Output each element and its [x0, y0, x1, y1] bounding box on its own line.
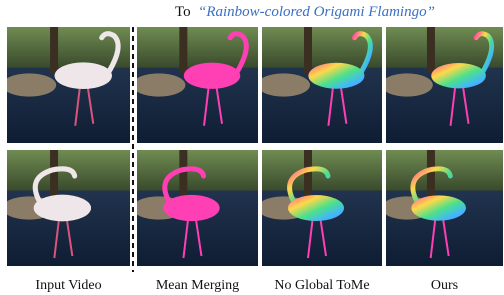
- trunk: [50, 150, 58, 196]
- body: [184, 63, 240, 89]
- trunk: [304, 27, 312, 73]
- rocks: [257, 73, 310, 96]
- body: [163, 195, 219, 221]
- video-frame: [257, 150, 382, 266]
- trunk: [179, 150, 187, 196]
- rocks: [381, 73, 432, 96]
- video-frame: [132, 27, 258, 143]
- trunk: [427, 27, 435, 73]
- video-frame: [2, 27, 130, 143]
- body: [308, 63, 364, 89]
- column-label: No Global ToMe: [274, 278, 369, 293]
- body: [411, 195, 466, 220]
- video-frame: [132, 150, 258, 266]
- video-frame: [2, 150, 130, 266]
- body: [55, 62, 112, 89]
- header-prompt: “Rainbow-colored Origami Flamingo”: [198, 4, 435, 20]
- figure: To “Rainbow-colored Origami Flamingo” In…: [0, 0, 504, 295]
- trunk: [304, 150, 312, 196]
- video-frame: [381, 150, 503, 266]
- header-prefix: To: [175, 4, 191, 20]
- rocks: [2, 73, 56, 96]
- body: [431, 63, 486, 88]
- body: [34, 195, 91, 222]
- column-label: Input Video: [35, 278, 101, 293]
- body: [288, 195, 344, 221]
- video-frame: [381, 27, 503, 143]
- column-label: Ours: [431, 278, 458, 293]
- column-label: Mean Merging: [156, 278, 239, 293]
- trunk: [179, 27, 187, 73]
- video-frame: [257, 27, 382, 143]
- rocks: [132, 73, 185, 96]
- trunk: [50, 27, 58, 73]
- trunk: [427, 150, 435, 196]
